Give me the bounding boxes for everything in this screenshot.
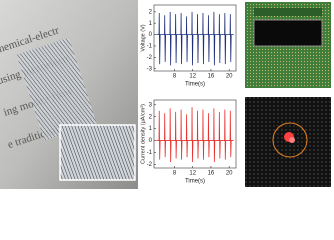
board-photo xyxy=(245,2,331,88)
y-tick-label: -1 xyxy=(147,44,153,50)
x-axis-label: Time(s) xyxy=(185,179,205,185)
x-tick-label: 20 xyxy=(226,171,233,177)
y-tick-label: -2 xyxy=(147,162,153,168)
grid-photo xyxy=(245,97,331,187)
y-tick-label: 2 xyxy=(149,9,153,15)
x-tick-label: 16 xyxy=(208,171,215,177)
y-tick-label: 3 xyxy=(149,102,153,108)
x-tick-label: 12 xyxy=(189,74,196,80)
y-tick-label: 2 xyxy=(149,114,153,120)
x-axis-label: Time(s) xyxy=(185,82,205,88)
x-tick-label: 8 xyxy=(173,74,177,80)
data-line xyxy=(156,11,234,66)
y-tick-label: -3 xyxy=(147,66,153,72)
data-line xyxy=(156,107,234,163)
y-tick-label: -1 xyxy=(147,150,153,156)
x-tick-label: 8 xyxy=(173,171,177,177)
plot-frame xyxy=(153,4,237,72)
y-tick-label: -2 xyxy=(147,55,153,61)
y-axis-label: Voltage (V) xyxy=(140,24,146,51)
x-tick-label: 12 xyxy=(189,171,196,177)
plot-frame xyxy=(153,99,237,169)
left-photo: chemical-electr using piezoelectr ing mo… xyxy=(0,0,138,189)
y-axis-label: Current density (μA/cm²) xyxy=(140,104,146,164)
y-tick-label: 0 xyxy=(149,138,153,144)
y-tick-label: 1 xyxy=(149,126,153,132)
x-tick-label: 16 xyxy=(208,74,215,80)
y-tick-label: 1 xyxy=(149,21,153,27)
y-tick-label: 0 xyxy=(149,32,153,38)
figure: chemical-electr using piezoelectr ing mo… xyxy=(0,0,331,189)
x-tick-label: 20 xyxy=(226,74,233,80)
